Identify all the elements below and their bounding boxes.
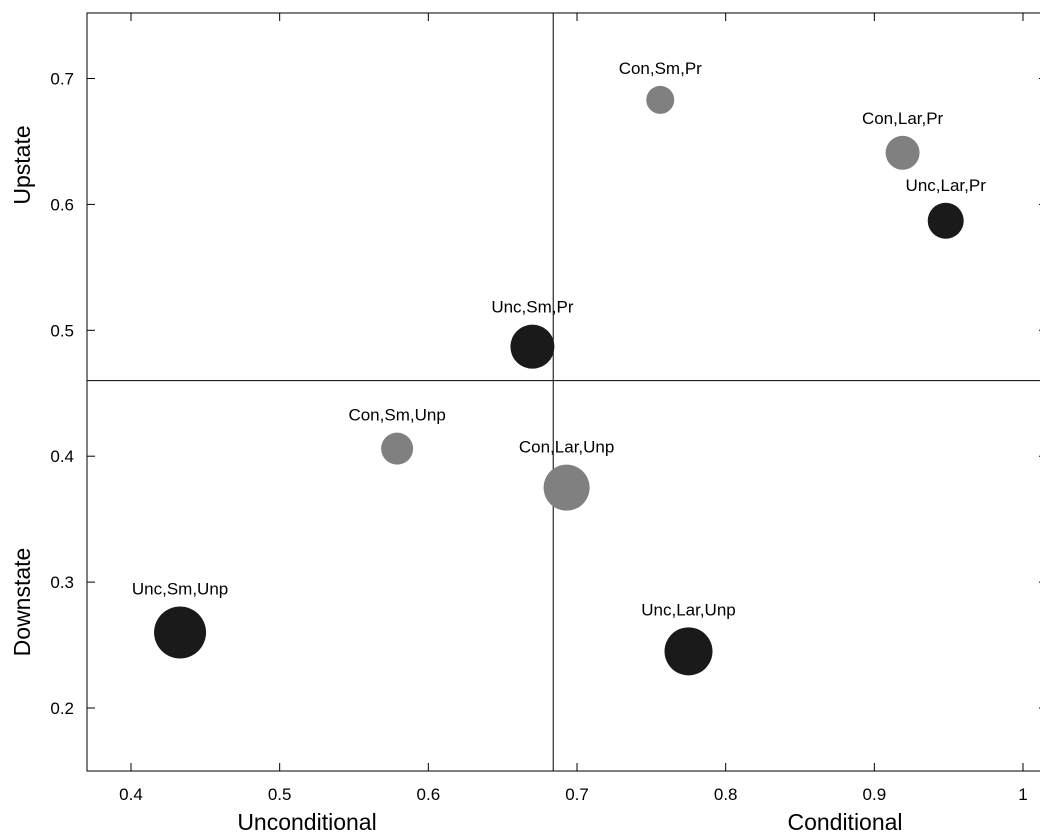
x-tick-label: 0.8 (714, 785, 738, 804)
data-point (664, 627, 713, 676)
data-point (927, 202, 964, 239)
x-tick-label: 0.5 (268, 785, 292, 804)
quadrant-dividers (87, 13, 1040, 771)
data-point (646, 85, 675, 114)
point-label: Unc,Lar,Unp (641, 600, 736, 619)
point-label: Con,Lar,Pr (862, 109, 944, 128)
plot-frame (86, 12, 1040, 772)
y-axis-label-top: Upstate (9, 125, 35, 204)
x-tick-label: 0.9 (863, 785, 887, 804)
data-points: Con,Sm,Pr Con,Lar,Pr Unc,Lar,Pr Unc,Sm,Pr Co… (132, 59, 987, 676)
x-tick-label: 0.4 (119, 785, 143, 804)
axis-ticks: 0.4 0.5 0.6 0.7 0.8 0.9 1 0.2 0.3 0.4 0.5 0.6 0.7 (50, 13, 1040, 804)
y-tick-label: 0.2 (50, 699, 74, 718)
x-tick-label: 0.7 (565, 785, 589, 804)
data-point (510, 324, 555, 369)
y-tick-label: 0.7 (50, 70, 74, 89)
data-point (885, 135, 920, 170)
x-tick-label: 0.6 (417, 785, 441, 804)
x-axis-label-left: Unconditional (237, 809, 376, 834)
point-label: Unc,Lar,Pr (906, 176, 987, 195)
point-label: Con,Sm,Unp (348, 406, 445, 425)
data-point (381, 432, 414, 465)
y-tick-label: 0.5 (50, 321, 74, 340)
point-label: Con,Lar,Unp (519, 438, 614, 457)
y-tick-label: 0.3 (50, 573, 74, 592)
x-tick-label: 1 (1018, 785, 1027, 804)
y-tick-label: 0.6 (50, 195, 74, 214)
point-label: Con,Sm,Pr (619, 59, 702, 78)
point-label: Unc,Sm,Pr (491, 298, 574, 317)
x-axis-label-right: Conditional (787, 809, 902, 834)
data-point (543, 464, 590, 511)
data-point (154, 606, 207, 659)
y-tick-label: 0.4 (50, 447, 74, 466)
point-label: Unc,Sm,Unp (132, 579, 228, 598)
y-axis-label-bottom: Downstate (9, 548, 35, 657)
